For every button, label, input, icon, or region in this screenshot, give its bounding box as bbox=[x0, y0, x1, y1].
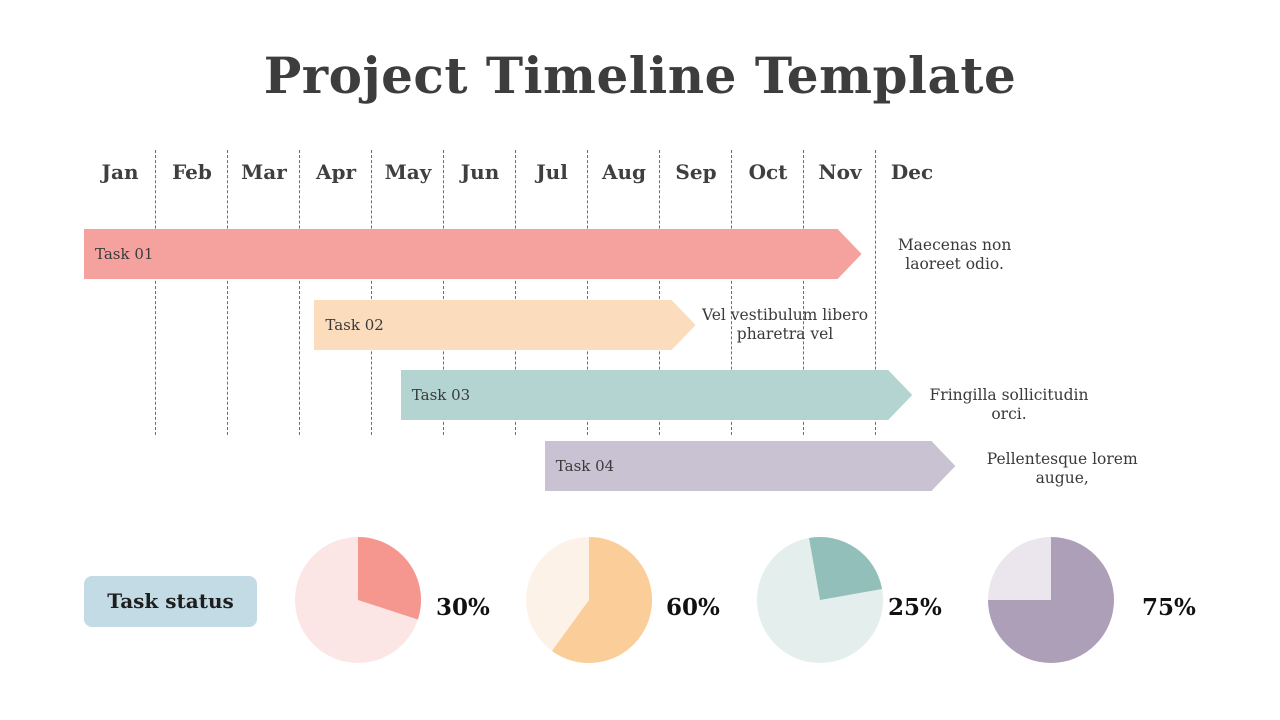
pie-slice bbox=[358, 537, 421, 620]
month-label-jun: Jun bbox=[460, 160, 500, 184]
gridline bbox=[587, 150, 588, 435]
status-pie bbox=[526, 537, 652, 663]
gridline bbox=[299, 150, 300, 435]
pie-percent-label: 60% bbox=[666, 594, 720, 621]
task-note: Fringilla sollicitudin orci. bbox=[929, 386, 1089, 423]
task-note: Pellentesque lorem augue, bbox=[986, 450, 1138, 487]
task-bar: Task 04 bbox=[544, 441, 956, 491]
task-label: Task 03 bbox=[411, 386, 471, 404]
task-label: Task 01 bbox=[95, 245, 154, 263]
pie-slice bbox=[809, 537, 883, 600]
status-pie bbox=[757, 537, 883, 663]
month-label-jul: Jul bbox=[536, 160, 568, 184]
task-bar-shape bbox=[84, 229, 862, 279]
month-label-nov: Nov bbox=[818, 160, 862, 184]
month-label-apr: Apr bbox=[315, 160, 357, 184]
gridline bbox=[875, 150, 876, 435]
status-pie bbox=[295, 537, 421, 663]
month-label-feb: Feb bbox=[172, 160, 212, 184]
task-label: Task 04 bbox=[555, 457, 615, 475]
month-label-oct: Oct bbox=[748, 160, 788, 184]
task-bar-shape bbox=[544, 441, 956, 491]
task-bar: Task 02 bbox=[314, 300, 696, 350]
pie-percent-label: 75% bbox=[1142, 594, 1196, 621]
pie-slice bbox=[551, 537, 652, 663]
gridline bbox=[659, 150, 660, 435]
month-label-jan: Jan bbox=[101, 160, 139, 184]
month-label-dec: Dec bbox=[890, 160, 934, 184]
page-title: Project Timeline Template bbox=[263, 46, 1017, 105]
task-bar: Task 03 bbox=[400, 370, 912, 420]
gridline bbox=[443, 150, 444, 435]
status-pie bbox=[988, 537, 1114, 663]
gridline bbox=[371, 150, 372, 435]
gridline bbox=[731, 150, 732, 435]
task-bar-shape bbox=[400, 370, 912, 420]
gridline bbox=[155, 150, 156, 435]
task-note: Vel vestibulum libero pharetra vel bbox=[701, 306, 869, 343]
gridline bbox=[227, 150, 228, 435]
task-bar-shape bbox=[314, 300, 696, 350]
task-status-label: Task status bbox=[84, 576, 257, 627]
month-label-sep: Sep bbox=[675, 160, 717, 184]
month-label-mar: Mar bbox=[241, 160, 287, 184]
pie-percent-label: 25% bbox=[888, 594, 942, 621]
month-label-may: May bbox=[384, 160, 432, 184]
task-bar: Task 01 bbox=[84, 229, 862, 279]
pie-percent-label: 30% bbox=[436, 594, 490, 621]
task-note: Maecenas non laoreet odio. bbox=[897, 236, 1012, 273]
month-label-aug: Aug bbox=[601, 160, 647, 184]
task-label: Task 02 bbox=[325, 316, 384, 334]
pie-slice bbox=[988, 537, 1114, 663]
gridline bbox=[803, 150, 804, 435]
gridline bbox=[515, 150, 516, 435]
